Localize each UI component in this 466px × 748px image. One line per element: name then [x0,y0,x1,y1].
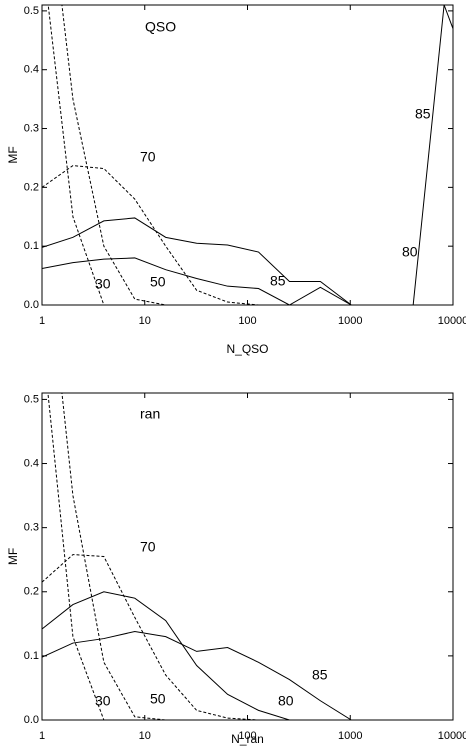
series-line [47,393,105,720]
series-line [42,631,352,720]
series-label: 85 [270,273,286,289]
panel-title: ran [140,406,160,422]
series-label: 50 [150,274,166,290]
series-line [61,393,166,720]
y-tick-label: 0.5 [24,393,39,405]
x-tick-label: 10000 [438,730,466,742]
y-tick-label: 0.3 [24,122,39,134]
x-tick-label: 100 [238,315,256,327]
y-tick-label: 0.0 [24,714,39,726]
x-tick-label: 1 [39,315,45,327]
x-tick-label: 10000 [438,315,466,327]
series-label: 80 [402,244,418,260]
series-line [42,165,259,305]
series-label: 70 [140,149,156,165]
series-label: 85 [312,667,328,683]
x-axis-label: N_ran [231,732,264,746]
x-tick-label: 10 [139,730,151,742]
x-tick-label: 1 [39,730,45,742]
series-line [42,591,290,720]
x-tick-label: 1000 [338,315,362,327]
series-line [47,5,105,305]
series-line [42,554,259,720]
x-tick-label: 1000 [338,730,362,742]
series-line [351,5,453,305]
y-tick-label: 0.1 [24,650,39,662]
y-axis-label: MF [6,548,20,565]
x-tick-label: 10 [139,315,151,327]
y-tick-label: 0.5 [24,5,39,17]
series-label: 50 [150,691,166,707]
y-tick-label: 0.0 [24,299,39,311]
y-axis-label: MF [6,146,20,163]
series-line [42,217,352,305]
series-label: 30 [95,276,111,292]
series-line [61,5,166,305]
x-axis-label: N_QSO [226,342,268,356]
series-label: 30 [95,693,111,709]
series-label: 80 [278,693,294,709]
y-tick-label: 0.2 [24,586,39,598]
x-tick-label: 100 [238,730,256,742]
y-tick-label: 0.4 [24,457,39,469]
series-label: 85 [415,106,431,122]
panel-title: QSO [145,19,176,35]
y-tick-label: 0.3 [24,522,39,534]
series-line [42,257,352,305]
y-tick-label: 0.2 [24,181,39,193]
y-tick-label: 0.4 [24,64,39,76]
series-label: 70 [140,539,156,555]
plot-frame [41,4,454,306]
y-tick-label: 0.1 [24,240,39,252]
